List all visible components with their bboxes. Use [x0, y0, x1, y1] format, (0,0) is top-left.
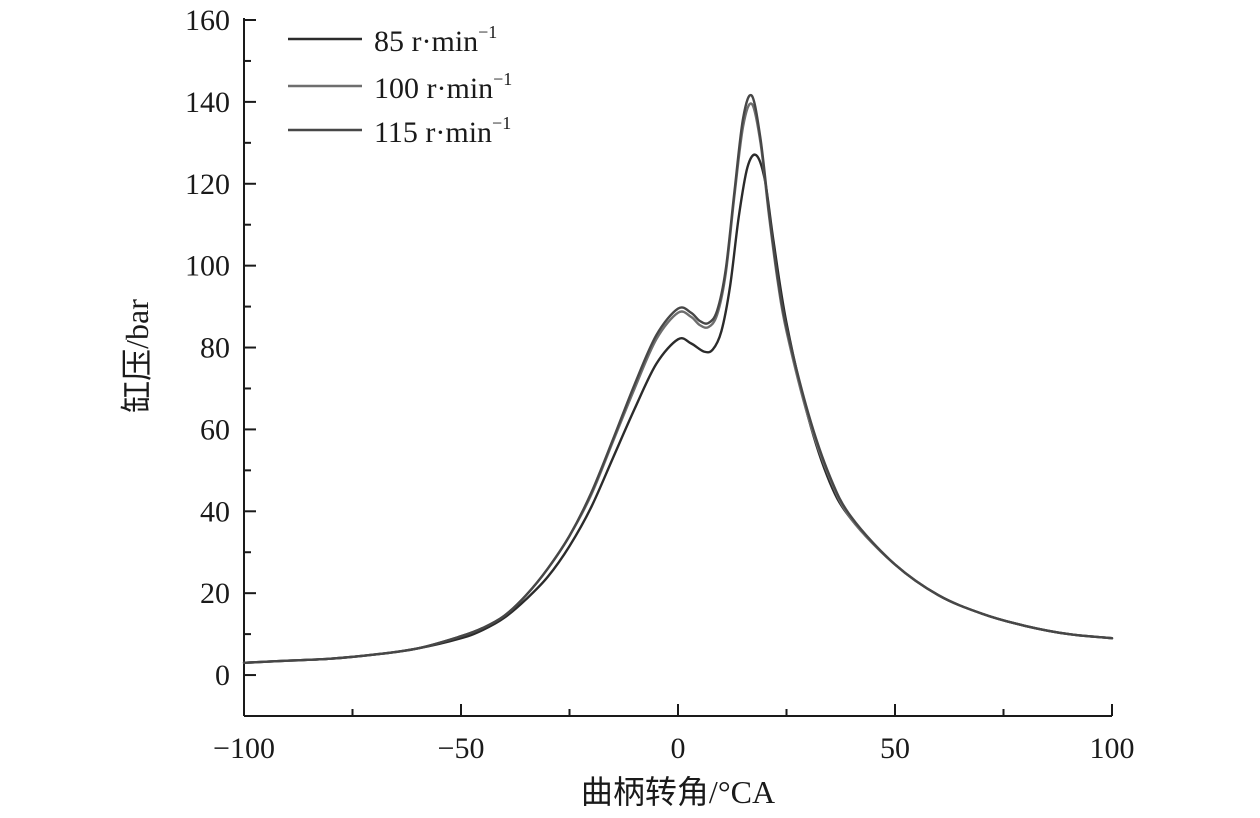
legend: 85 r·min−1 100 r·min−1 115 r·min−1: [288, 22, 512, 149]
series-line-1: [242, 102, 1114, 664]
series-line-0: [242, 153, 1114, 664]
x-tick-label: −100: [213, 732, 275, 765]
y-tick-label: 160: [185, 4, 230, 37]
y-tick-label: 60: [200, 413, 230, 446]
legend-label-115: 115 r·min−1: [374, 113, 511, 149]
legend-label-85: 85 r·min−1: [374, 22, 497, 58]
y-tick-label: 20: [200, 577, 230, 610]
series-line-2: [242, 93, 1114, 664]
x-tick-label: 50: [880, 732, 910, 765]
y-tick-label: 80: [200, 332, 230, 365]
x-tick-label: −50: [438, 732, 485, 765]
legend-label-100: 100 r·min−1: [374, 69, 512, 105]
y-tick-label: 120: [185, 168, 230, 201]
axes: −100 −50 0 50 100 0 20 40 60 80 100 120 140 160: [185, 4, 1135, 765]
y-tick-label: 100: [185, 250, 230, 283]
x-tick-label: 100: [1090, 732, 1135, 765]
y-tick-label: 140: [185, 86, 230, 119]
y-axis-title: 缸压/bar: [119, 299, 155, 413]
x-axis-title: 曲柄转角/°CA: [581, 774, 775, 810]
y-tick-label: 0: [215, 659, 230, 692]
x-tick-label: 0: [671, 732, 686, 765]
series-lines: [242, 93, 1114, 664]
y-tick-label: 40: [200, 495, 230, 528]
